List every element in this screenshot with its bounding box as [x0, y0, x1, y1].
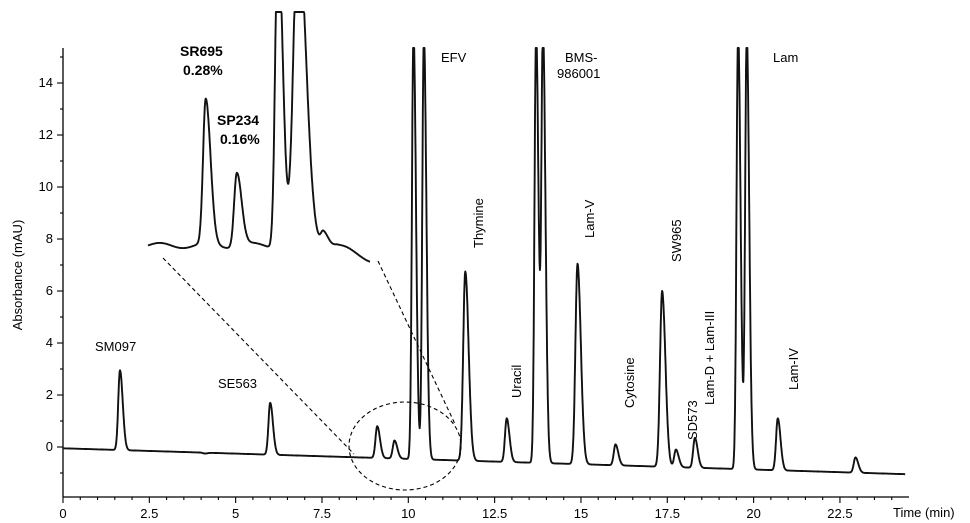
y-tick-label: 2: [46, 387, 53, 402]
peak-label-lam-v: Lam-V: [582, 199, 597, 238]
y-tick-label: 10: [39, 179, 53, 194]
x-tick-label: 2.5: [140, 506, 158, 521]
zoom-region-ellipse: [348, 401, 462, 491]
peak-label-uracil: Uracil: [509, 365, 524, 398]
peak-label-lam: Lam: [773, 50, 798, 65]
peak-label-bms-line2: 986001: [557, 66, 600, 81]
peak-label-sw965: SW965: [669, 219, 684, 262]
inset-zoom-trace: [147, 11, 371, 263]
peak-label-sd573: SD573: [685, 400, 700, 440]
peak-label-se563: SE563: [218, 376, 257, 391]
peak-label-cytosine: Cytosine: [622, 357, 637, 408]
peak-label-lam-iv: Lam-IV: [786, 348, 801, 390]
y-axis-title: Absorbance (mAU): [10, 220, 25, 331]
y-tick-label: 14: [39, 75, 53, 90]
peak-label-lam-d-lam-iii: Lam-D + Lam-III: [702, 311, 717, 405]
x-tick-label: 12.5: [482, 506, 507, 521]
y-tick-label: 8: [46, 231, 53, 246]
x-tick-label: 20: [746, 506, 760, 521]
x-tick-label: 5: [232, 506, 239, 521]
x-axis-title: Time (min): [893, 505, 955, 520]
chromatogram-trace: [62, 47, 906, 476]
inset-label-sp234: SP234: [217, 112, 259, 128]
y-tick-label: 12: [39, 127, 53, 142]
peak-label-sm097: SM097: [95, 339, 136, 354]
y-ticks: 0 2 4 6 8 10 12 14: [39, 56, 63, 474]
x-tick-label: 17.5: [655, 506, 680, 521]
inset-label-sr695-pct: 0.28%: [183, 62, 223, 78]
inset-label-sr695: SR695: [180, 43, 223, 59]
y-tick-label: 6: [46, 283, 53, 298]
x-ticks: 0 2.5 5 7.5 10 12.5 15 17.5 20 22.5: [59, 497, 893, 521]
x-tick-label: 15: [574, 506, 588, 521]
peak-label-efv: EFV: [441, 50, 467, 65]
inset-label-sp234-pct: 0.16%: [220, 131, 260, 147]
peak-label-bms-line1: BMS-: [565, 50, 598, 65]
y-tick-label: 4: [46, 335, 53, 350]
x-tick-label: 7.5: [313, 506, 331, 521]
x-tick-label: 10: [401, 506, 415, 521]
zoom-guide-left: [162, 257, 355, 455]
zoom-guide-right: [377, 260, 456, 425]
x-tick-label: 22.5: [827, 506, 852, 521]
y-tick-label: 0: [46, 439, 53, 454]
x-tick-label: 0: [59, 506, 66, 521]
peak-label-thymine: Thymine: [471, 198, 486, 248]
